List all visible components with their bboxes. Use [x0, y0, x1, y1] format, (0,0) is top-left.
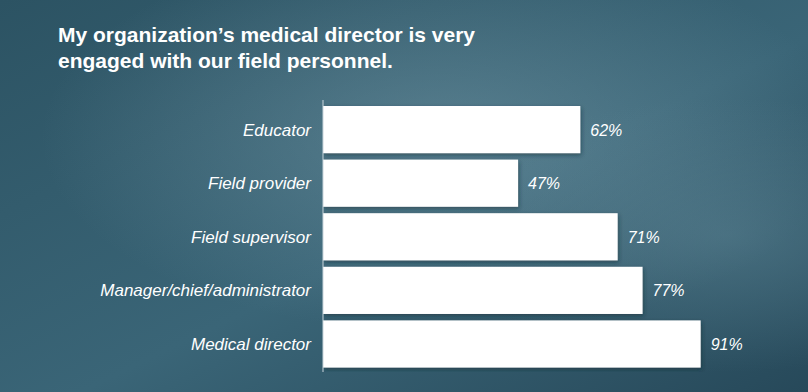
title: My organization’s medical director is ve…	[58, 23, 475, 72]
category-label: Field provider	[208, 174, 312, 193]
bar	[323, 106, 580, 153]
background	[0, 0, 808, 392]
background-glow	[0, 0, 808, 392]
labels: Educator 62% Field provider 47% Field superv…	[100, 121, 742, 354]
background-glow	[0, 0, 808, 392]
category-label: Field supervisor	[191, 228, 312, 247]
chart: My organization’s medical director is ve…	[0, 0, 808, 392]
data-label: 77%	[653, 282, 685, 299]
category-label: Educator	[243, 121, 312, 140]
bar	[323, 320, 701, 367]
bar	[323, 213, 618, 260]
category-label: Medical director	[191, 335, 312, 354]
data-label: 91%	[711, 336, 743, 353]
data-label: 71%	[628, 229, 660, 246]
chart-wrap: My organization’s medical director is ve…	[0, 0, 808, 392]
data-label: 47%	[528, 175, 560, 192]
category-axis	[323, 100, 324, 372]
bar	[323, 267, 643, 314]
bars	[323, 106, 701, 368]
data-label: 62%	[590, 122, 622, 139]
bar	[323, 160, 518, 207]
category-label: Manager/chief/administrator	[100, 281, 312, 300]
